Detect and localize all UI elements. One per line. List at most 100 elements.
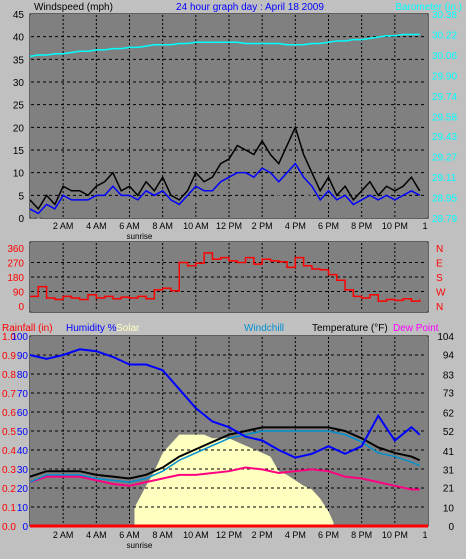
x-tick-p3: 2 PM bbox=[252, 530, 273, 540]
y2-axis-label-barometer: Barometer (in.) bbox=[395, 2, 462, 13]
y-tick-rain: 0.4 bbox=[2, 446, 16, 457]
x-tick-p1: 10 AM bbox=[183, 221, 209, 231]
y-tick-rain: 1.0 bbox=[2, 332, 16, 343]
y-tick-humidity: 20 bbox=[17, 484, 29, 495]
x-tick-p3: 10 AM bbox=[183, 530, 209, 540]
x-tick-p3: 8 AM bbox=[152, 530, 173, 540]
y-tick-humidity: 30 bbox=[17, 465, 29, 476]
y2-tick-temperature: 94 bbox=[443, 350, 455, 361]
legend-item: Solar bbox=[116, 323, 140, 334]
legend-item: Humidity % bbox=[66, 323, 117, 334]
x-tick-p3: 2 AM bbox=[53, 530, 74, 540]
x-tick-p3: 4 AM bbox=[86, 530, 107, 540]
x-tick-p1: 1 bbox=[422, 221, 427, 231]
y-tick-wind: 45 bbox=[13, 10, 25, 21]
y2-tick-barometer: 29.74 bbox=[432, 92, 457, 103]
y-tick-rain: 0.6 bbox=[2, 408, 16, 419]
y2-tick-barometer: 29.27 bbox=[432, 152, 457, 163]
y-tick-rain: 0.7 bbox=[2, 389, 16, 400]
x-tick-p1: 2 AM bbox=[53, 221, 74, 231]
legend-item: Rainfall (in) bbox=[2, 323, 53, 334]
y-tick-humidity: 60 bbox=[17, 408, 29, 419]
y-tick-humidity: 90 bbox=[17, 351, 29, 362]
y-tick-rain: 0.0 bbox=[2, 522, 16, 533]
series-wind-direction bbox=[30, 252, 421, 302]
x-tick-p1: 8 PM bbox=[351, 221, 372, 231]
y2-tick-compass: S bbox=[436, 273, 443, 284]
x-tick-p1: 6 AM bbox=[119, 221, 140, 231]
y-tick-rain: 0.8 bbox=[2, 370, 16, 381]
y2-tick-compass: E bbox=[436, 259, 443, 270]
y2-tick-barometer: 29.58 bbox=[432, 113, 457, 124]
y2-tick-temperature: 21 bbox=[443, 484, 455, 495]
y-tick-wind: 5 bbox=[18, 191, 24, 202]
y-tick-humidity: 40 bbox=[17, 446, 29, 457]
y2-tick-compass: N bbox=[436, 244, 443, 255]
y2-tick-barometer: 30.38 bbox=[432, 10, 457, 21]
y2-tick-temperature: 62 bbox=[443, 409, 455, 420]
sunrise-label-p3: sunrise bbox=[127, 541, 153, 550]
y-axis-label-wind: Windspeed (mph) bbox=[34, 2, 113, 13]
y-tick-humidity: 80 bbox=[17, 370, 29, 381]
y2-tick-barometer: 30.06 bbox=[432, 51, 457, 62]
y-tick-wind: 30 bbox=[13, 78, 25, 89]
y-tick-direction: 0 bbox=[18, 302, 24, 313]
series-wind-avg bbox=[29, 162, 421, 215]
legend-item: Windchill bbox=[244, 323, 284, 334]
y-tick-wind: 40 bbox=[13, 33, 25, 44]
series-wind-base bbox=[29, 180, 421, 219]
y-tick-direction: 360 bbox=[7, 244, 24, 255]
series-temperature bbox=[29, 426, 421, 480]
y2-tick-temperature: 73 bbox=[443, 389, 455, 400]
series-windchill bbox=[29, 430, 421, 483]
x-tick-p3: 6 AM bbox=[119, 530, 140, 540]
x-tick-p1: 4 PM bbox=[285, 221, 306, 231]
y-tick-humidity: 10 bbox=[17, 503, 29, 514]
y-tick-humidity: 70 bbox=[17, 389, 29, 400]
series-humidity bbox=[29, 348, 421, 459]
y2-tick-temperature: 83 bbox=[443, 370, 455, 381]
y-tick-humidity: 100 bbox=[11, 332, 28, 343]
y-tick-rain: 0.5 bbox=[2, 427, 16, 438]
x-tick-p3: 1 bbox=[422, 530, 427, 540]
y-tick-wind: 0 bbox=[18, 214, 24, 225]
x-tick-p1: 12 PM bbox=[216, 221, 242, 231]
chart-title: 24 hour graph day : April 18 2009 bbox=[176, 2, 324, 13]
y2-tick-barometer: 29.90 bbox=[432, 72, 457, 83]
y2-tick-compass: N bbox=[436, 302, 443, 313]
y2-tick-temperature: 31 bbox=[443, 465, 455, 476]
x-tick-p1: 2 PM bbox=[252, 221, 273, 231]
y2-tick-barometer: 29.43 bbox=[432, 132, 457, 143]
y-tick-direction: 180 bbox=[7, 273, 24, 284]
legend-item: Temperature (°F) bbox=[312, 323, 388, 334]
y2-tick-temperature: 10 bbox=[443, 504, 455, 515]
x-tick-p3: 10 PM bbox=[382, 530, 408, 540]
y-tick-rain: 0.3 bbox=[2, 465, 16, 476]
y-tick-direction: 90 bbox=[13, 288, 25, 299]
x-tick-p3: 12 PM bbox=[216, 530, 242, 540]
y2-tick-barometer: 28.95 bbox=[432, 193, 457, 204]
y-tick-wind: 35 bbox=[13, 55, 25, 66]
series-wind-gust bbox=[29, 125, 421, 211]
x-tick-p3: 4 PM bbox=[285, 530, 306, 540]
x-tick-p1: 8 AM bbox=[152, 221, 173, 231]
y-tick-wind: 20 bbox=[13, 123, 25, 134]
y-tick-rain: 0.9 bbox=[2, 351, 16, 362]
y-tick-wind: 25 bbox=[13, 101, 25, 112]
series-barometer bbox=[29, 33, 420, 58]
x-tick-p1: 6 PM bbox=[318, 221, 339, 231]
y-tick-wind: 15 bbox=[13, 146, 25, 157]
series-dewpoint bbox=[29, 466, 420, 491]
x-tick-p3: 6 PM bbox=[318, 530, 339, 540]
y2-tick-barometer: 29.11 bbox=[432, 173, 457, 184]
legend-item: Dew Point bbox=[393, 323, 439, 334]
y-tick-humidity: 50 bbox=[17, 427, 29, 438]
y2-tick-barometer: 28.79 bbox=[432, 214, 457, 225]
y-tick-rain: 0.2 bbox=[2, 484, 16, 495]
y-tick-wind: 10 bbox=[13, 169, 25, 180]
y-tick-rain: 0.1 bbox=[2, 503, 16, 514]
y2-tick-barometer: 30.22 bbox=[432, 31, 457, 42]
y2-tick-temperature: 41 bbox=[443, 447, 455, 458]
